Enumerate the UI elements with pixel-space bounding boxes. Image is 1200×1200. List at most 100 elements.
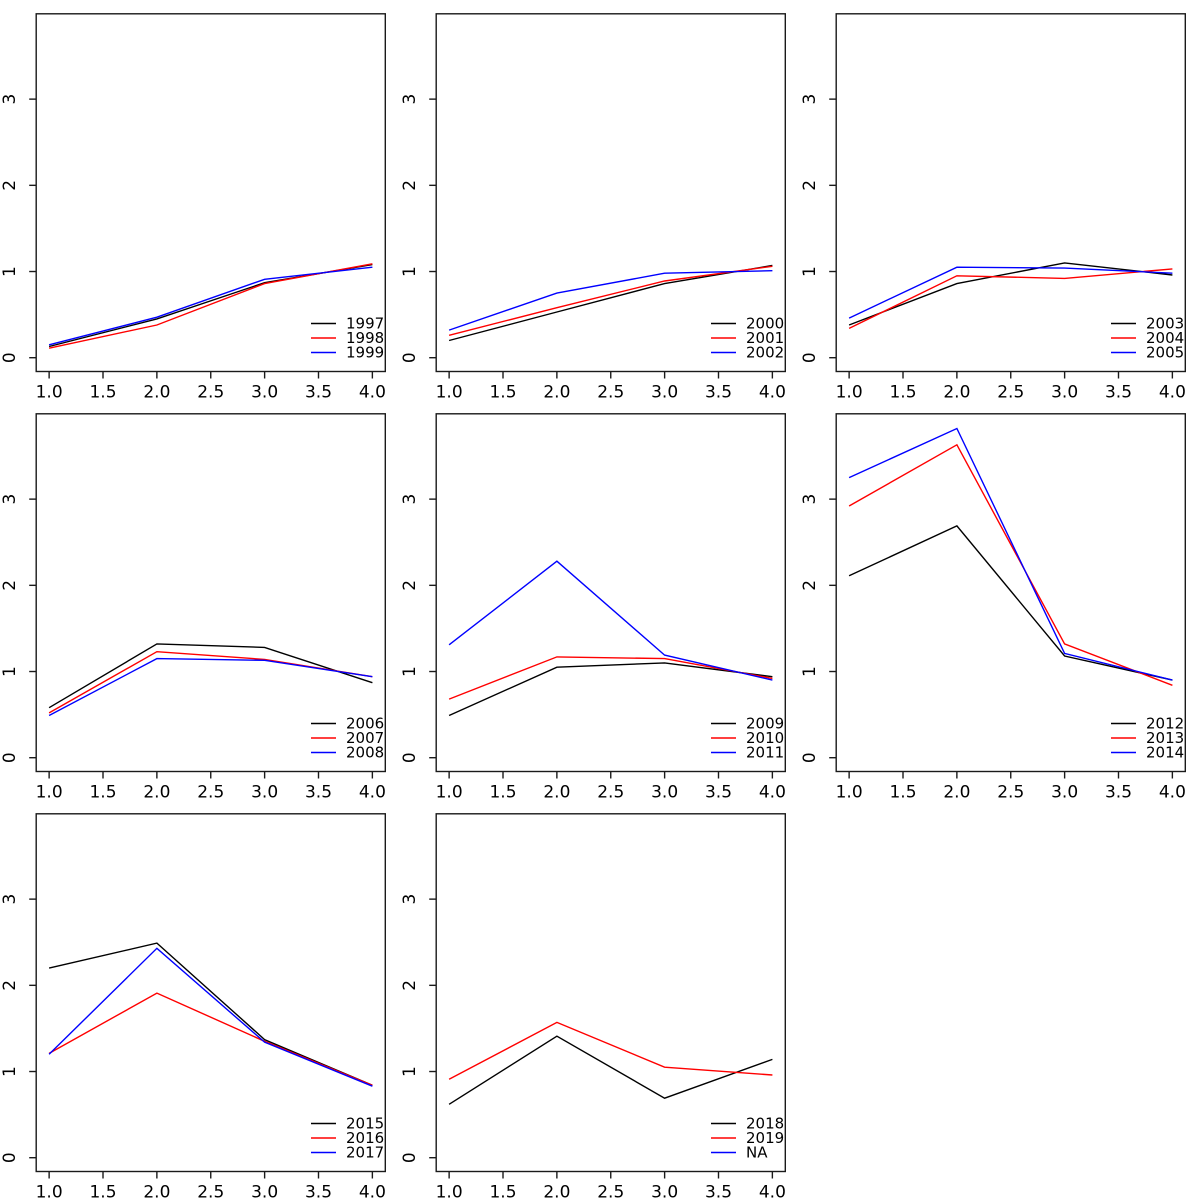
x-tick-label: 2.5 <box>597 783 624 801</box>
series-line-2019 <box>448 1021 773 1080</box>
y-tick-label: 1 <box>800 266 820 277</box>
y-tick-label: 3 <box>0 494 20 505</box>
plot-box <box>35 13 387 373</box>
y-tick-label: 1 <box>0 1066 20 1077</box>
y-tick-label: 2 <box>0 980 20 991</box>
legend-label-2014: 2014 <box>1146 744 1184 762</box>
x-tick-label: 2.5 <box>597 383 624 401</box>
chart-panel-8: 1.0 1.5 2.0 2.5 3.0 3.5 4.0 0 1 2 3 2018 2019 NA <box>400 800 800 1200</box>
y-tick-label: 1 <box>0 266 20 277</box>
y-tick-label: 2 <box>400 180 420 191</box>
x-tick-label: 4.0 <box>759 1183 786 1200</box>
plot-box <box>435 813 787 1173</box>
y-tick-label: 2 <box>0 580 20 591</box>
plot-box <box>835 413 1187 773</box>
y-tick-label: 1 <box>0 666 20 677</box>
x-tick-label: 1.0 <box>36 383 63 401</box>
series-line-2018 <box>448 1035 773 1105</box>
x-tick-label: 3.5 <box>705 783 732 801</box>
plot-box <box>35 813 387 1173</box>
chart-panel-2: 1.0 1.5 2.0 2.5 3.0 3.5 4.0 0 1 2 3 2000 2001 2002 <box>400 0 800 400</box>
x-tick-label: 1.5 <box>89 783 116 801</box>
x-tick-label: 4.0 <box>1159 383 1186 401</box>
series-line-2011 <box>448 560 773 681</box>
x-tick-label: 2.5 <box>197 1183 224 1200</box>
series-line-2009 <box>448 662 773 717</box>
series-line-1999 <box>48 266 373 346</box>
series-line-2005 <box>848 266 1173 319</box>
x-tick-label: 1.5 <box>889 383 916 401</box>
series-line-2017 <box>48 947 373 1087</box>
x-tick-label: 2.0 <box>143 783 170 801</box>
x-tick-label: 3.0 <box>251 1183 278 1200</box>
y-tick-label: 2 <box>0 180 20 191</box>
legend-label-2007: 2007 <box>346 729 384 747</box>
series-line-2016 <box>48 992 373 1086</box>
x-tick-label: 3.5 <box>305 1183 332 1200</box>
y-tick-label: 2 <box>800 180 820 191</box>
y-tick-label: 3 <box>0 94 20 105</box>
x-tick-label: 2.0 <box>943 783 970 801</box>
series-line-2006 <box>48 643 373 709</box>
y-tick-label: 1 <box>800 666 820 677</box>
x-tick-label: 3.5 <box>1105 383 1132 401</box>
y-tick-label: 0 <box>400 752 420 763</box>
series-line-2015 <box>48 942 373 1086</box>
x-tick-label: 2.0 <box>543 383 570 401</box>
x-tick-label: 3.0 <box>1051 783 1078 801</box>
x-tick-label: 4.0 <box>359 1183 386 1200</box>
legend-label-2018: 2018 <box>746 1115 784 1133</box>
x-tick-label: 3.0 <box>651 383 678 401</box>
legend-label-2006: 2006 <box>346 715 384 733</box>
x-tick-label: 1.0 <box>436 1183 463 1200</box>
x-tick-label: 2.0 <box>543 1183 570 1200</box>
series-line-2007 <box>48 650 373 714</box>
legend-label-1999: 1999 <box>346 344 384 362</box>
x-tick-label: 2.5 <box>197 383 224 401</box>
legend-label-2019: 2019 <box>746 1129 784 1147</box>
series-line-1998 <box>48 263 373 349</box>
plot-box <box>35 413 387 773</box>
legend-label-2017: 2017 <box>346 1144 384 1162</box>
x-tick-label: 1.0 <box>36 783 63 801</box>
series-line-2013 <box>848 443 1173 686</box>
x-tick-label: 1.0 <box>836 783 863 801</box>
series-line-2012 <box>848 525 1173 681</box>
legend-label-2005: 2005 <box>1146 344 1184 362</box>
plot-box <box>435 413 787 773</box>
y-tick-label: 2 <box>400 980 420 991</box>
legend-label-2002: 2002 <box>746 344 784 362</box>
legend-label-2012: 2012 <box>1146 715 1184 733</box>
chart-panel-3: 1.0 1.5 2.0 2.5 3.0 3.5 4.0 0 1 2 3 2003 2004 2005 <box>800 0 1200 400</box>
y-tick-label: 2 <box>800 580 820 591</box>
y-tick-label: 3 <box>400 894 420 905</box>
series-line-2004 <box>848 268 1173 330</box>
legend-label-NA: NA <box>746 1144 768 1162</box>
empty-panel <box>800 800 1200 1200</box>
y-tick-label: 3 <box>400 94 420 105</box>
legend-label-2000: 2000 <box>746 315 784 333</box>
x-tick-label: 1.0 <box>436 383 463 401</box>
x-tick-label: 1.5 <box>89 1183 116 1200</box>
x-tick-label: 2.5 <box>997 383 1024 401</box>
y-tick-label: 1 <box>400 666 420 677</box>
x-tick-label: 4.0 <box>759 383 786 401</box>
x-tick-label: 4.0 <box>1159 783 1186 801</box>
legend-label-2016: 2016 <box>346 1129 384 1147</box>
x-tick-label: 3.0 <box>651 1183 678 1200</box>
x-tick-label: 1.0 <box>836 383 863 401</box>
x-tick-label: 3.5 <box>305 383 332 401</box>
series-line-2014 <box>848 427 1173 681</box>
plot-box <box>435 13 787 373</box>
legend-label-2008: 2008 <box>346 744 384 762</box>
y-tick-label: 3 <box>0 894 20 905</box>
legend-label-2010: 2010 <box>746 729 784 747</box>
